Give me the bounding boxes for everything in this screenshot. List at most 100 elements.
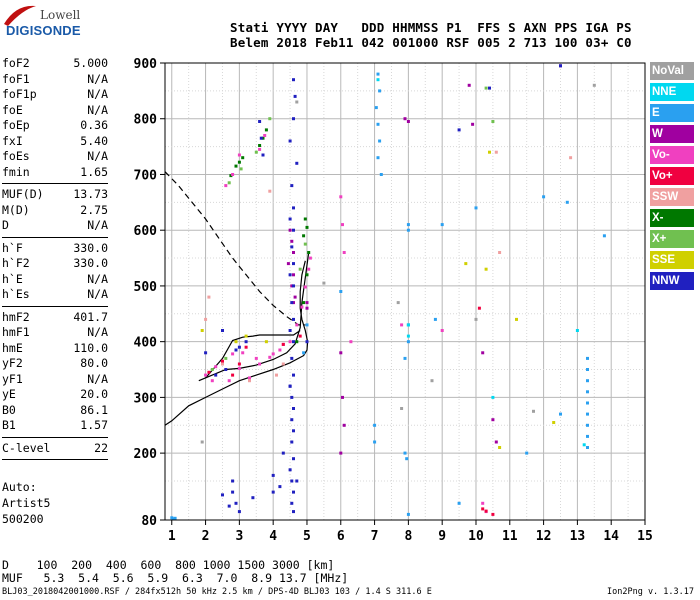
echo-point	[403, 117, 407, 121]
param-row: hmF2 401.7	[2, 310, 108, 326]
echo-point	[290, 479, 294, 483]
echo-point	[582, 443, 586, 447]
param-value: 0.36	[80, 118, 108, 132]
echo-point	[302, 301, 306, 305]
y-tick-label: 600	[134, 224, 158, 239]
echo-point	[292, 490, 295, 494]
echo-point	[484, 267, 488, 271]
param-value: 13.73	[73, 187, 108, 201]
param-row: fmin 1.65	[2, 165, 108, 181]
echo-point	[237, 153, 241, 157]
legend-item: NoVal	[650, 62, 694, 80]
echo-point	[237, 510, 241, 514]
echo-point	[224, 184, 228, 188]
echo-point	[271, 473, 275, 477]
param-value: 2.75	[80, 202, 108, 217]
param-name: hmE	[2, 340, 23, 355]
echo-point	[227, 504, 231, 508]
file-info-footer: BLJ03_2018042001000.RSF / 284fx512h 50 k…	[2, 587, 432, 597]
digisonde-logo: Lowell DIGISONDE	[2, 2, 82, 46]
echo-point	[467, 83, 471, 87]
echo-point	[227, 181, 231, 185]
echo-point	[494, 150, 498, 154]
logo-line1: Lowell	[40, 8, 81, 22]
echo-point	[264, 340, 268, 344]
echo-point	[532, 409, 535, 413]
echo-point	[586, 390, 589, 394]
echo-point	[400, 407, 404, 410]
echo-point	[292, 273, 295, 277]
echo-point	[231, 173, 235, 176]
echo-point	[303, 285, 307, 289]
param-name: foE	[2, 102, 23, 117]
param-row: yE 20.0	[2, 387, 108, 403]
echo-point	[237, 345, 241, 349]
echo-point	[292, 117, 295, 121]
param-row: foF2 5.000	[2, 56, 108, 72]
echo-point	[405, 457, 409, 461]
chart-grid	[165, 62, 646, 521]
echo-point	[234, 164, 238, 168]
echo-point	[290, 184, 294, 188]
param-row: M(D) 2.75	[2, 203, 108, 219]
chart-curves	[164, 171, 310, 426]
scaled-parameters-panel: foF2 5.000 foF1 N/A foF1p N/A foE N/A foEp 0.36 fx…	[2, 56, 108, 463]
param-name: h`F	[2, 240, 23, 255]
echo-point	[290, 239, 294, 243]
x-tick-label: 12	[536, 529, 552, 544]
echo-point	[491, 395, 495, 399]
echo-point	[302, 234, 306, 238]
curve-trace	[198, 252, 310, 382]
param-name: yF2	[2, 356, 23, 370]
echo-point	[288, 468, 292, 472]
param-name: B0	[2, 402, 16, 417]
echo-point	[525, 451, 529, 455]
echo-point	[288, 139, 292, 143]
echo-point	[288, 340, 292, 344]
echo-point	[586, 446, 589, 449]
param-value: 86.1	[80, 402, 108, 417]
param-row: foF1p N/A	[2, 87, 108, 103]
auto-label: Auto:	[2, 480, 37, 494]
param-name: MUF(D)	[2, 187, 44, 201]
legend-item: Vo+	[650, 167, 694, 185]
echo-point	[586, 423, 589, 427]
echo-point	[376, 72, 380, 76]
echo-point	[292, 284, 295, 288]
curve-profile	[164, 260, 309, 426]
echo-point	[491, 512, 495, 516]
y-tick-label: 400	[134, 336, 158, 351]
param-row: fxI 5.40	[2, 134, 108, 150]
echo-point	[170, 516, 174, 520]
x-tick-label: 13	[570, 529, 586, 544]
x-tick-label: 7	[371, 529, 379, 544]
echo-point	[586, 368, 589, 371]
param-row: foEp 0.36	[2, 118, 108, 134]
legend-item: Vo-	[650, 146, 694, 164]
header-line2: Belem 2018 Feb11 042 001000 RSF 005 2 71…	[230, 35, 632, 50]
param-name: hmF2	[2, 309, 30, 324]
echo-point	[214, 365, 218, 369]
echo-point	[224, 356, 228, 360]
echo-point	[207, 295, 211, 299]
echo-point	[349, 340, 353, 344]
param-value: 22	[94, 440, 108, 455]
echo-point	[290, 418, 294, 422]
param-row: MUF(D) 13.73	[2, 187, 108, 203]
legend-item: NNE	[650, 83, 694, 101]
echo-point	[457, 501, 461, 505]
curve-dashed	[164, 171, 306, 326]
param-separator	[2, 305, 108, 307]
echo-point	[281, 362, 285, 366]
x-tick-label: 8	[404, 529, 412, 544]
echo-point	[378, 139, 382, 143]
param-row: yF2 80.0	[2, 356, 108, 372]
legend-item: W	[650, 125, 694, 143]
echo-point	[298, 267, 302, 271]
echo-point	[244, 340, 248, 344]
echo-point	[231, 479, 235, 483]
echo-point	[379, 173, 383, 176]
param-value: 20.0	[80, 387, 108, 401]
y-tick-label: 80	[141, 514, 157, 529]
echo-point	[406, 323, 410, 327]
